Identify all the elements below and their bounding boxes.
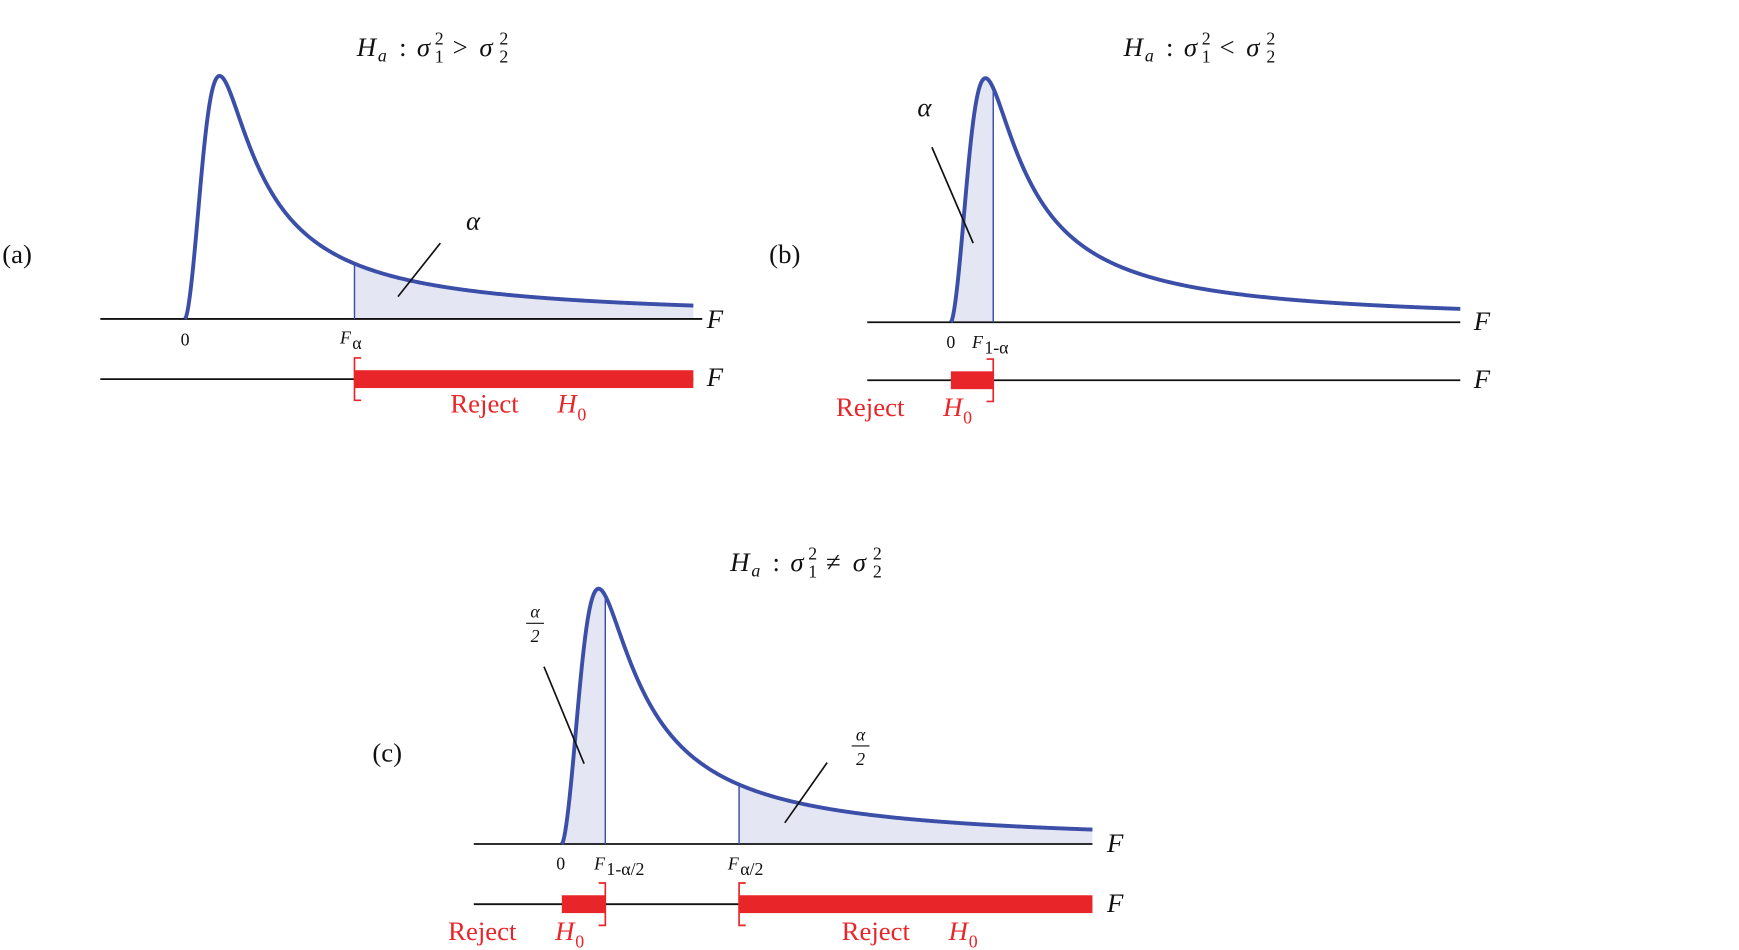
density-curve	[560, 586, 1094, 845]
leader-line	[397, 242, 441, 298]
alpha-denominator: 2	[531, 626, 540, 646]
hyp-sub1: 1	[435, 47, 444, 67]
hyp-var1: σ	[417, 32, 432, 62]
axis-label: F	[1473, 306, 1491, 336]
density-curve	[949, 76, 1462, 324]
reject-sub: 0	[963, 408, 972, 428]
hyp-sep: :	[1166, 32, 1173, 62]
hyp-sup1: 2	[1202, 29, 1211, 49]
critical-sub: 1-α	[984, 337, 1008, 357]
hyp-h-sub: a	[1145, 45, 1154, 65]
reject-h: H	[948, 916, 970, 946]
leader-line	[931, 146, 974, 244]
axis-label: F	[706, 304, 724, 334]
reject-word: Reject	[448, 916, 517, 946]
critical-sub: α/2	[740, 859, 763, 879]
hyp-var2: σ	[1246, 32, 1261, 62]
hyp-h: H	[729, 547, 751, 577]
alpha-label: α	[530, 602, 540, 622]
hyp-sup1: 2	[808, 544, 817, 564]
hyp-sep: :	[399, 32, 406, 62]
hyp-op: ≠	[826, 547, 841, 577]
reject-bar	[739, 895, 1093, 914]
hyp-sub1: 1	[1202, 47, 1211, 67]
reject-bracket	[598, 882, 607, 927]
leader-line	[543, 666, 585, 765]
hyp-sub2: 2	[873, 562, 882, 582]
hyp-h-sub: a	[751, 560, 760, 580]
critical-label: F	[727, 854, 740, 874]
hyp-h: H	[1123, 32, 1145, 62]
critical-label: F	[971, 332, 984, 352]
hyp-var1: σ	[790, 547, 805, 577]
hyp-sep: :	[773, 547, 780, 577]
hyp-sup2: 2	[499, 29, 508, 49]
alpha-label: α	[466, 206, 481, 236]
alpha-label: α	[856, 724, 866, 744]
alpha-label: α	[917, 92, 932, 122]
hyp-h: H	[356, 32, 378, 62]
panel-label: (a)	[2, 239, 32, 269]
critical-label: F	[339, 327, 352, 347]
hyp-h-sub: a	[378, 45, 387, 65]
hyp-sub2: 2	[499, 47, 508, 67]
tail-area	[354, 263, 694, 319]
critical-label: F	[593, 854, 606, 874]
hyp-var1: σ	[1184, 32, 1199, 62]
hyp-op: <	[1220, 32, 1235, 62]
tail-area	[739, 784, 1093, 844]
reject-word: Reject	[836, 392, 905, 422]
reject-bar	[354, 370, 694, 389]
reject-h: H	[554, 916, 576, 946]
reject-bar	[561, 895, 606, 914]
line-label: F	[1473, 364, 1491, 394]
hyp-sub1: 1	[808, 562, 817, 582]
zero-label: 0	[946, 332, 955, 352]
reject-sub: 0	[969, 932, 978, 950]
critical-sub: α	[352, 333, 361, 353]
reject-bracket	[986, 358, 995, 403]
hyp-sup2: 2	[873, 544, 882, 564]
line-label: F	[706, 362, 724, 392]
reject-bracket	[738, 882, 746, 927]
zero-label: 0	[181, 330, 190, 350]
critical-sub: 1-α/2	[606, 859, 644, 879]
axis-label: F	[1106, 828, 1124, 858]
density-curve	[183, 73, 695, 320]
reject-sub: 0	[577, 404, 586, 424]
hyp-sup2: 2	[1266, 29, 1275, 49]
alpha-denominator: 2	[856, 749, 865, 769]
reject-h: H	[556, 389, 578, 419]
hyp-var2: σ	[853, 547, 868, 577]
hyp-var2: σ	[479, 32, 494, 62]
reject-bar	[950, 371, 994, 390]
reject-sub: 0	[575, 932, 584, 950]
zero-label: 0	[556, 854, 565, 874]
reject-word: Reject	[842, 916, 911, 946]
hyp-sub2: 2	[1266, 47, 1275, 67]
hyp-op: >	[453, 32, 468, 62]
line-label: F	[1106, 888, 1124, 918]
panel-label: (b)	[769, 239, 800, 269]
hyp-sup1: 2	[435, 29, 444, 49]
leader-line	[784, 762, 828, 824]
panel-label: (c)	[372, 737, 402, 767]
reject-bracket	[353, 357, 362, 402]
reject-word: Reject	[450, 389, 519, 419]
reject-h: H	[942, 392, 964, 422]
